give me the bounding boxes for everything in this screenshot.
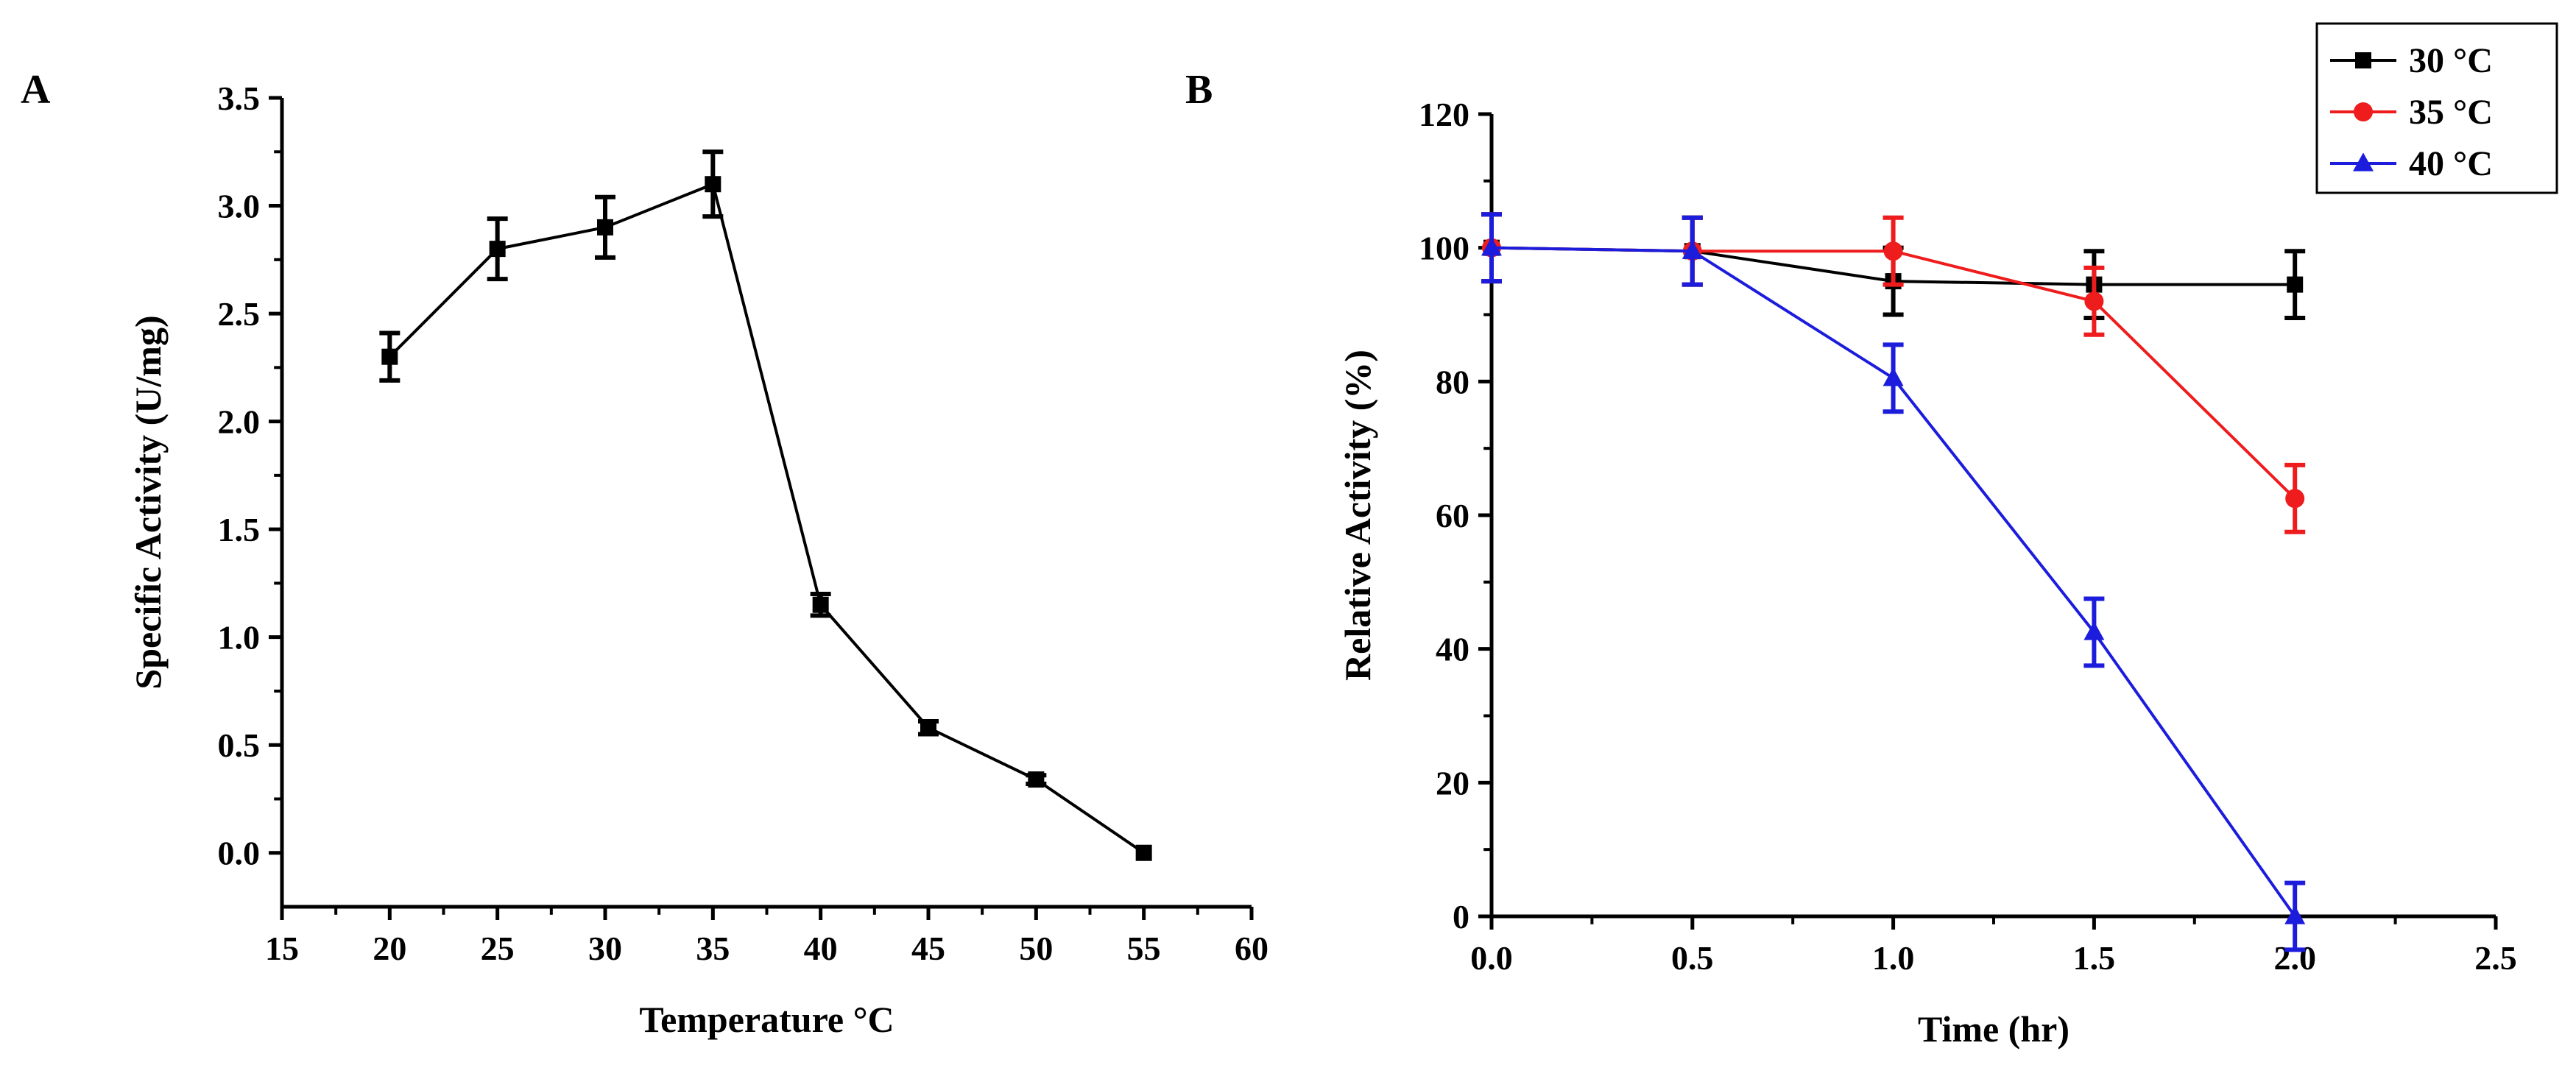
series-1 [379,149,1152,861]
series-line [388,182,1145,855]
x-tick-label: 45 [911,930,945,967]
legend-item: 30 °C [2330,41,2493,80]
legend-item: 35 °C [2330,93,2493,132]
x-tick-label: 50 [1019,930,1053,967]
y-tick-label: 40 [1436,631,1469,668]
y-tick-label: 2.5 [218,295,261,333]
data-point [381,348,398,365]
x-axis-title: Temperature °C [639,999,894,1040]
y-tick-label: 3.5 [218,79,261,117]
data-point [489,241,506,258]
x-tick-label: 20 [373,930,406,967]
x-tick-label: 40 [804,930,838,967]
x-tick-label: 35 [696,930,730,967]
y-tick-label: 120 [1419,96,1469,133]
series-3 [1481,212,2306,952]
y-tick-label: 1.0 [218,619,261,657]
y-tick-label: 20 [1436,764,1469,802]
y-tick-label: 60 [1436,497,1469,534]
data-point [1682,240,1703,259]
y-tick-label: 3.0 [218,188,261,225]
x-tick-label: 2.5 [2474,939,2517,977]
y-tick-label: 100 [1419,230,1469,267]
legend-label: 40 °C [2409,144,2493,183]
y-tick-label: 1.5 [218,511,261,548]
y-tick-label: 0 [1453,898,1469,935]
data-point [1135,844,1152,861]
y-axis-title: Specific Activity (U/mg) [127,315,169,689]
data-point [2084,291,2104,311]
y-tick-label: 2.0 [218,403,261,441]
y-axis-title: Relative Activity (%) [1337,350,1378,681]
x-tick-label: 15 [265,930,299,967]
data-point [2284,905,2306,924]
data-point [2285,489,2305,509]
y-tick-label: 0.5 [218,726,261,764]
x-tick-label: 0.0 [1470,939,1513,977]
legend-item: 40 °C [2330,144,2493,183]
x-tick-label: 25 [481,930,515,967]
data-point [1481,237,1502,256]
x-tick-label: 1.0 [1872,939,1915,977]
data-point [812,596,829,613]
x-tick-label: 60 [1235,930,1268,967]
legend-label: 30 °C [2409,41,2493,80]
panel-label-b: B [1185,67,1213,113]
data-point [1882,367,1904,386]
y-tick-label: 0.0 [218,835,261,872]
legend-marker [2355,52,2371,68]
data-point [705,176,721,193]
data-point [2083,621,2105,640]
chart-a: 15 20 25 30 35 40 45 50 55 60 0.0 0.5 1.0 1.5 2.0 2.5 3.… [127,79,1268,1040]
data-point [1883,241,1903,261]
x-tick-label: 30 [588,930,622,967]
y-tick-label: 80 [1436,363,1469,400]
x-axis-title: Time (hr) [1918,1008,2069,1050]
legend-marker [2353,152,2374,171]
legend-label: 35 °C [2409,93,2493,132]
x-tick-label: 0.5 [1671,939,1714,977]
legend: 30 °C 35 °C 40 °C [2315,22,2558,194]
x-tick-label: 1.5 [2073,939,2116,977]
legend-marker [2354,102,2373,121]
x-tick-label: 55 [1127,930,1161,967]
data-point [920,719,936,736]
panel-label-a: A [21,67,51,113]
data-point [2287,276,2304,293]
data-point [1028,771,1045,788]
data-point [597,219,613,236]
